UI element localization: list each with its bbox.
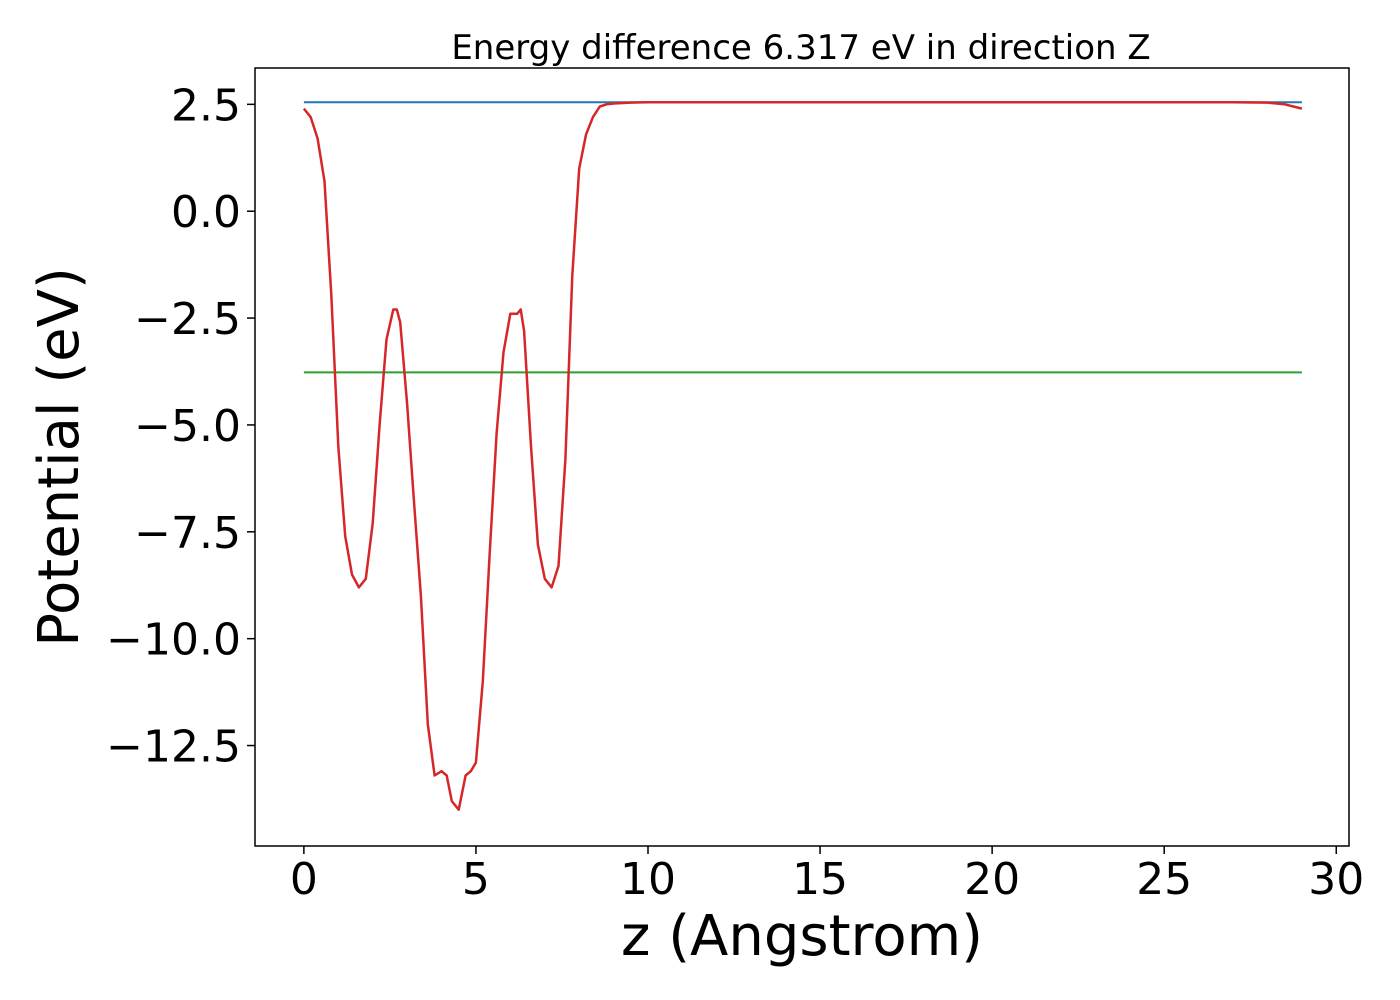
y-tick-label: 2.5 — [171, 80, 241, 131]
plot-frame — [254, 67, 1350, 847]
y-tick-label: −5.0 — [134, 401, 241, 452]
y-tick-label: −7.5 — [134, 508, 241, 559]
y-axis-ticks: 2.5 0.0 −2.5 −5.0 −7.5 −10.0 −12.5 — [106, 80, 255, 773]
y-tick-label: −12.5 — [106, 722, 241, 773]
x-tick-label: 10 — [620, 854, 676, 905]
chart-title: Energy difference 6.317 eV in direction … — [451, 28, 1150, 68]
series-layer — [302, 100, 1303, 811]
y-tick-label: 0.0 — [171, 187, 241, 238]
y-tick-label: −2.5 — [134, 294, 241, 345]
y-tick-label: −10.0 — [106, 615, 241, 666]
x-axis-ticks: 0 5 10 15 20 25 30 — [290, 846, 1364, 905]
x-tick-label: 25 — [1136, 854, 1192, 905]
y-axis-label: Potential (eV) — [27, 267, 92, 647]
x-tick-label: 30 — [1308, 854, 1364, 905]
x-tick-label: 20 — [964, 854, 1020, 905]
x-axis-label: z (Angstrom) — [621, 904, 983, 969]
x-tick-label: 0 — [290, 854, 318, 905]
x-tick-label: 5 — [462, 854, 490, 905]
series-line-2 — [302, 100, 1303, 811]
x-tick-label: 15 — [792, 854, 848, 905]
